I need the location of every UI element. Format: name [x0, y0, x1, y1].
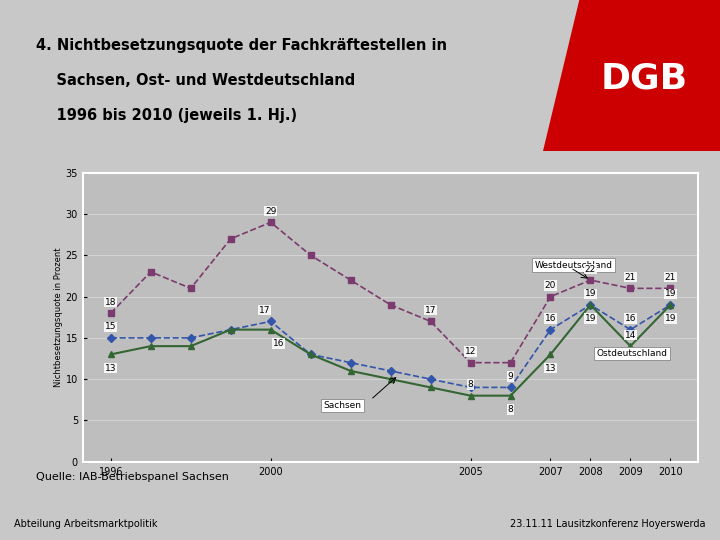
Text: 17: 17: [425, 306, 436, 315]
Text: Abteilung Arbeitsmarktpolitik: Abteilung Arbeitsmarktpolitik: [14, 519, 158, 529]
Text: 29: 29: [265, 207, 276, 215]
Text: 19: 19: [585, 289, 596, 298]
Text: 16: 16: [545, 314, 557, 323]
Y-axis label: Nichtbesetzungsquote in Prozent: Nichtbesetzungsquote in Prozent: [54, 247, 63, 387]
Text: 12: 12: [465, 347, 476, 356]
Text: Quelle: IAB-Betriebspanel Sachsen: Quelle: IAB-Betriebspanel Sachsen: [36, 472, 229, 483]
Text: 21: 21: [665, 273, 676, 282]
Text: 19: 19: [585, 314, 596, 323]
Text: 22: 22: [585, 265, 596, 273]
Text: Westdeutschland: Westdeutschland: [534, 261, 613, 269]
Text: 1996 bis 2010 (jeweils 1. Hj.): 1996 bis 2010 (jeweils 1. Hj.): [36, 108, 297, 123]
Text: 8: 8: [468, 380, 474, 389]
Text: 13: 13: [105, 363, 117, 373]
Text: Sachsen: Sachsen: [323, 401, 361, 410]
Text: 19: 19: [665, 314, 676, 323]
Text: 9: 9: [508, 372, 513, 381]
Text: 20: 20: [545, 281, 556, 290]
Text: 21: 21: [625, 273, 636, 282]
Text: 16: 16: [625, 314, 636, 323]
Text: 18: 18: [105, 298, 117, 307]
Text: DGB: DGB: [600, 62, 688, 96]
Text: 23.11.11 Lausitzkonferenz Hoyerswerda: 23.11.11 Lausitzkonferenz Hoyerswerda: [510, 519, 706, 529]
Text: 16: 16: [273, 339, 284, 348]
Text: Sachsen, Ost- und Westdeutschland: Sachsen, Ost- und Westdeutschland: [36, 73, 355, 88]
Polygon shape: [543, 0, 720, 151]
Text: 4. Nichtbesetzungsquote der Fachkräftestellen in: 4. Nichtbesetzungsquote der Fachkräftest…: [36, 38, 447, 53]
Text: 14: 14: [625, 330, 636, 340]
Text: 15: 15: [105, 322, 117, 331]
Text: 19: 19: [665, 289, 676, 298]
Text: Ostdeutschland: Ostdeutschland: [596, 349, 667, 358]
Text: 8: 8: [508, 405, 513, 414]
Text: 13: 13: [545, 363, 557, 373]
Text: 17: 17: [259, 306, 271, 315]
